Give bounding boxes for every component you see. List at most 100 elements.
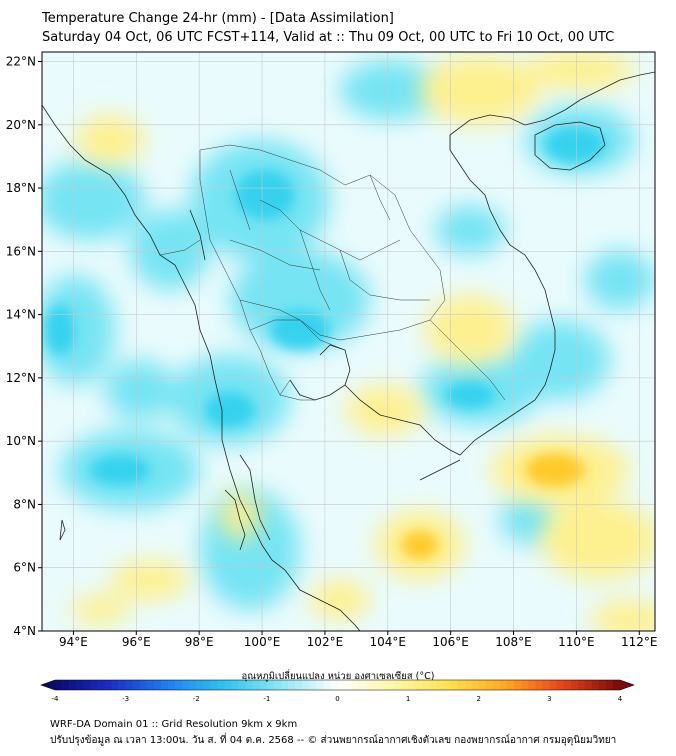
colorbar-swatch [478,680,487,690]
colorbar-swatch [196,680,204,690]
latitude-axis: 22°N 20°N 18°N 16°N 14°N 12°N 10°N 8°N 6°N 4°N [6,54,42,638]
colorbar-swatch [266,680,275,690]
colorbar-swatch [591,680,600,690]
colorbar-swatch [351,680,359,690]
colorbar-swatch [337,680,345,690]
longitude-axis: 94°E 96°E 98°E 100°E 102°E 104°E 106°E 108°E 110… [59,631,658,649]
colorbar-swatch [90,680,98,690]
colorbar-swatch [224,680,232,690]
colorbar-swatch [450,680,458,690]
colorbar-swatch [238,680,246,690]
lon-tick-label: 110°E [558,635,595,649]
colorbar-swatch [429,680,437,690]
colorbar-swatch [507,680,515,690]
colorbar-swatch [521,680,529,690]
colorbar-swatch [153,680,162,690]
lon-tick-label: 108°E [495,635,532,649]
colorbar-swatch [394,680,402,690]
colorbar-swatch [139,680,148,690]
colorbar-swatch [160,680,169,690]
colorbar-swatch [132,680,141,690]
lon-tick-label: 98°E [185,635,214,649]
lon-tick-label: 102°E [307,635,344,649]
colorbar-swatch [231,680,239,690]
colorbar-swatch [464,680,472,690]
colorbar-swatch [436,680,444,690]
colorbar-tick-label: 1 [406,695,410,703]
colorbar-swatch [55,680,63,690]
lat-tick-label: 8°N [13,497,36,511]
colorbar-swatch [189,680,197,690]
lat-tick-label: 20°N [6,118,36,132]
lat-tick-label: 16°N [6,244,36,258]
lat-tick-label: 22°N [6,54,36,68]
colorbar-tick-label: -3 [122,695,129,703]
colorbar-swatch [182,680,190,690]
colorbar-tick-label: -2 [193,695,200,703]
footer-credit: ปรับปรุงข้อมูล ณ เวลา 13:00น. วัน ส. ที่… [50,735,617,746]
colorbar-swatch [83,680,91,690]
colorbar-swatch [598,680,607,690]
colorbar-swatch [330,680,338,690]
colorbar-swatch [295,680,303,690]
colorbar-tick-label: 0 [335,695,339,703]
colorbar-swatch [577,680,585,690]
colorbar-swatch [542,680,550,690]
colorbar-tick-label: 3 [547,695,551,703]
colorbar-tick-label: 4 [618,695,623,703]
colorbar-swatch [556,680,564,690]
colorbar-tick-label: -1 [263,695,270,703]
colorbar-swatch [118,680,126,690]
colorbar: -4 -3 -2 -1 0 1 2 3 4 [40,679,635,703]
colorbar-swatch [386,680,395,690]
lon-tick-label: 100°E [244,635,281,649]
colorbar-swatch [492,680,501,690]
lat-tick-label: 6°N [13,561,36,575]
colorbar-swatch [584,680,593,690]
colorbar-swatch [62,680,70,690]
colorbar-swatch [528,680,536,690]
colorbar-swatch [97,680,105,690]
colorbar-swatch [175,680,183,690]
colorbar-swatch [612,680,621,690]
colorbar-label: อุณหภูมิเปลี่ยนแปลง หน่วย องศาเซลเซียส (… [241,671,435,682]
colorbar-swatch [125,680,133,690]
colorbar-swatch [203,680,211,690]
colorbar-swatch [485,680,494,690]
colorbar-swatch [570,680,578,690]
colorbar-swatch [379,680,388,690]
colorbar-swatch [111,680,119,690]
colorbar-swatch [323,680,331,690]
colorbar-swatch [549,680,557,690]
colorbar-swatch [514,680,522,690]
lon-tick-label: 106°E [432,635,469,649]
lat-tick-label: 14°N [6,308,36,322]
lat-tick-label: 4°N [13,624,36,638]
colorbar-swatch [535,680,543,690]
province-borders [159,144,506,401]
lon-tick-label: 104°E [370,635,407,649]
colorbar-swatch [168,680,176,690]
colorbar-swatch [217,680,225,690]
colorbar-swatch [252,680,261,690]
coastlines [42,71,655,631]
colorbar-swatch [69,680,77,690]
lon-tick-label: 94°E [59,635,88,649]
colorbar-extend-max [620,680,634,690]
lon-tick-label: 112°E [621,635,658,649]
colorbar-swatch [245,680,254,690]
colorbar-swatch [344,680,352,690]
lon-tick-label: 96°E [122,635,151,649]
lat-tick-label: 18°N [6,181,36,195]
colorbar-swatch [309,680,317,690]
colorbar-swatch [281,680,289,690]
footer-model-info: WRF-DA Domain 01 :: Grid Resolution 9km … [50,719,298,730]
colorbar-swatch [302,680,310,690]
colorbar-swatch [358,680,367,690]
colorbar-extend-min [41,680,55,690]
map-frame [41,51,656,632]
colorbar-swatch [471,680,480,690]
colorbar-swatch [146,680,155,690]
colorbar-swatch [316,680,324,690]
